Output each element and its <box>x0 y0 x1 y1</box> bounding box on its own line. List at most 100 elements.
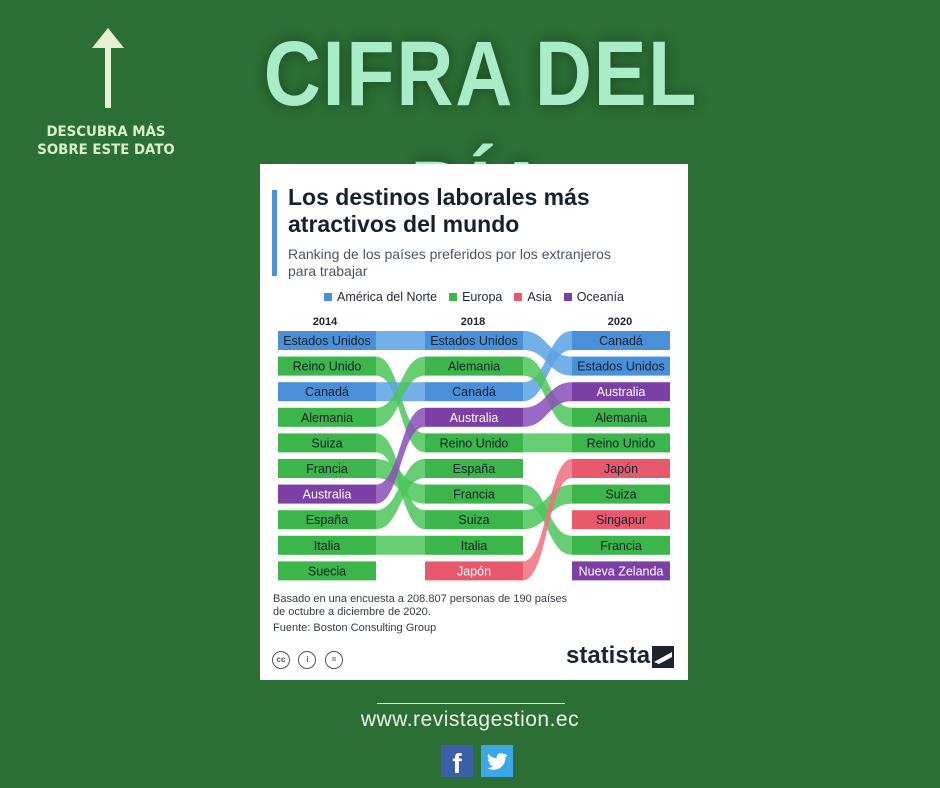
rank-flow-band <box>523 331 572 402</box>
rank-label: Suiza <box>311 436 342 450</box>
chart-card: Los destinos laborales más atractivos de… <box>260 164 688 680</box>
column-header: 2014 <box>313 316 338 328</box>
statista-logo: statista <box>566 642 651 669</box>
rank-box <box>278 382 376 402</box>
legend-label: América del Norte <box>337 290 438 304</box>
legend-label: Oceanía <box>576 290 624 304</box>
rank-box <box>425 484 523 504</box>
rank-flow-band <box>376 535 425 555</box>
rank-box <box>278 484 376 504</box>
rank-label: Japón <box>457 564 491 578</box>
facebook-icon[interactable]: f <box>441 745 473 779</box>
cta-line-2: SOBRE ESTE DATO <box>37 142 175 158</box>
legend-swatch <box>324 293 333 301</box>
rank-box <box>572 535 670 555</box>
rank-box <box>425 433 523 453</box>
arrow-up-icon <box>88 26 128 110</box>
legend-swatch <box>514 293 523 301</box>
rank-label: Suiza <box>458 513 489 527</box>
rank-label: Japón <box>604 462 638 476</box>
rank-box <box>278 331 376 350</box>
rank-flow-band <box>523 382 572 427</box>
chart-legend: América del Norte Europa Asia Oceanía <box>260 290 688 304</box>
rank-label: Reino Unido <box>440 436 509 450</box>
legend-item: Oceanía <box>563 290 624 304</box>
license-icons: cc i = <box>272 649 347 669</box>
chart-subtitle-line-2: para trabajar <box>288 263 368 279</box>
rank-box <box>278 459 376 478</box>
rank-label: Francia <box>600 539 642 553</box>
rank-flow-band <box>376 356 425 427</box>
chart-note: Basado en una encuesta a 208.807 persona… <box>273 593 573 619</box>
legend-swatch <box>563 293 572 301</box>
rank-box <box>278 561 376 581</box>
rank-box <box>278 510 376 530</box>
chart-source: Fuente: Boston Consulting Group <box>273 622 437 634</box>
rank-flow-band <box>523 356 572 427</box>
rank-label: Reino Unido <box>587 436 656 450</box>
rank-box <box>425 382 523 402</box>
rank-box <box>572 356 670 376</box>
rank-label: Australia <box>450 411 499 425</box>
rank-box <box>278 407 376 427</box>
rank-label: Francia <box>453 488 495 502</box>
rank-box <box>572 331 670 350</box>
website-link[interactable]: www.revistagestion.ec <box>360 708 580 731</box>
rank-label: Australia <box>597 385 646 399</box>
rank-box <box>572 382 670 402</box>
rank-flow-band <box>376 459 425 504</box>
statista-mark-icon <box>652 646 674 668</box>
rank-label: Estados Unidos <box>283 334 371 348</box>
rank-flow-band <box>523 484 572 530</box>
rank-flow-band <box>523 433 572 453</box>
rank-label: Alemania <box>595 411 647 425</box>
rank-label: Estados Unidos <box>577 360 665 374</box>
twitter-icon[interactable] <box>481 745 513 777</box>
footer-divider <box>377 703 565 704</box>
rank-flow-band <box>523 459 572 581</box>
legend-swatch <box>449 293 458 301</box>
rank-box <box>572 484 670 504</box>
rank-label: Francia <box>306 462 348 476</box>
rank-label: Italia <box>314 539 340 553</box>
rank-box <box>425 459 523 478</box>
rank-box <box>425 561 523 581</box>
chart-note-line-1: Basado en una encuesta a 208.807 persona… <box>273 593 568 605</box>
chart-title-line-2: atractivos del mundo <box>288 211 520 237</box>
cta-text[interactable]: DESCUBRA MÁS SOBRE ESTE DATO <box>32 123 179 159</box>
rank-label: Italia <box>461 539 487 553</box>
rank-box <box>572 459 670 478</box>
rank-label: España <box>453 462 495 476</box>
title-accent-bar <box>272 190 277 276</box>
rank-label: Canadá <box>305 385 349 399</box>
rank-flow-band <box>523 331 572 376</box>
rank-label: Suecia <box>308 564 346 578</box>
rank-label: Alemania <box>301 411 353 425</box>
rank-box <box>425 356 523 376</box>
legend-item: Asia <box>514 290 552 304</box>
legend-label: Asia <box>527 290 552 304</box>
rank-label: Canadá <box>599 334 643 348</box>
rank-box <box>572 561 670 581</box>
by-icon: i <box>298 651 317 669</box>
column-header: 2020 <box>608 316 632 328</box>
rank-label: Australia <box>303 488 352 502</box>
rank-box <box>425 407 523 427</box>
rank-label: Nueva Zelanda <box>579 564 664 578</box>
rank-label: Alemania <box>448 360 500 374</box>
nd-icon: = <box>324 651 343 669</box>
chart-title: Los destinos laborales más atractivos de… <box>288 184 678 238</box>
cc-icon: cc <box>272 651 290 669</box>
chart-subtitle-line-1: Ranking de los países preferidos por los… <box>288 246 611 262</box>
rank-flow-band <box>376 459 425 530</box>
chart-title-line-1: Los destinos laborales más <box>288 184 590 210</box>
legend-item: América del Norte <box>324 290 437 304</box>
rank-box <box>572 510 670 530</box>
rank-label: Suiza <box>605 488 636 502</box>
legend-label: Europa <box>462 290 503 304</box>
rank-box <box>425 510 523 530</box>
column-header: 2018 <box>461 316 485 328</box>
rank-box <box>278 433 376 453</box>
rank-box <box>278 356 376 376</box>
rank-box <box>425 331 523 350</box>
